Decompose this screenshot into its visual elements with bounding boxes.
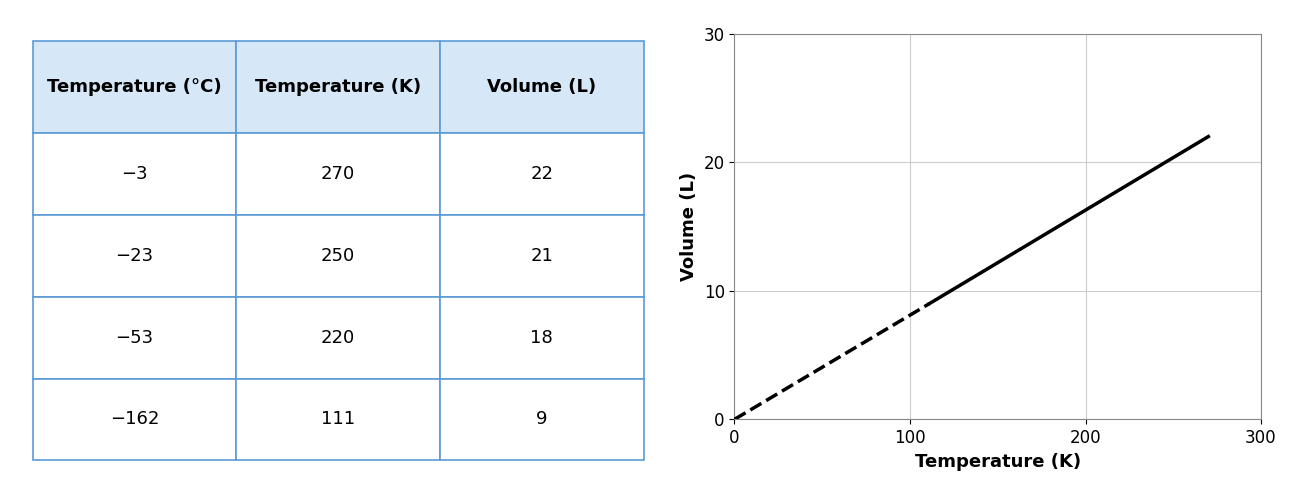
Bar bbox=[32, 215, 237, 297]
Bar bbox=[439, 215, 644, 297]
Bar bbox=[32, 133, 237, 215]
Text: Temperature (K): Temperature (K) bbox=[255, 78, 421, 96]
X-axis label: Temperature (K): Temperature (K) bbox=[915, 453, 1080, 470]
Text: 220: 220 bbox=[321, 329, 355, 347]
Bar bbox=[32, 378, 237, 460]
Text: −23: −23 bbox=[116, 247, 153, 265]
Text: 250: 250 bbox=[321, 247, 355, 265]
Text: −53: −53 bbox=[116, 329, 153, 347]
Bar bbox=[237, 378, 439, 460]
Bar bbox=[237, 41, 439, 133]
Bar bbox=[237, 215, 439, 297]
Text: −162: −162 bbox=[109, 411, 159, 428]
Bar bbox=[439, 41, 644, 133]
Text: Volume (L): Volume (L) bbox=[488, 78, 597, 96]
Text: 18: 18 bbox=[530, 329, 552, 347]
Bar bbox=[439, 378, 644, 460]
Bar bbox=[439, 133, 644, 215]
Bar bbox=[439, 297, 644, 378]
Bar bbox=[32, 297, 237, 378]
Bar bbox=[237, 133, 439, 215]
Text: 111: 111 bbox=[321, 411, 355, 428]
Text: Temperature (°C): Temperature (°C) bbox=[47, 78, 221, 96]
Bar bbox=[237, 297, 439, 378]
Text: 9: 9 bbox=[536, 411, 547, 428]
Text: 21: 21 bbox=[530, 247, 552, 265]
Text: 22: 22 bbox=[530, 165, 554, 183]
Bar bbox=[32, 41, 237, 133]
Text: −3: −3 bbox=[121, 165, 148, 183]
Y-axis label: Volume (L): Volume (L) bbox=[680, 172, 698, 281]
Text: 270: 270 bbox=[321, 165, 355, 183]
